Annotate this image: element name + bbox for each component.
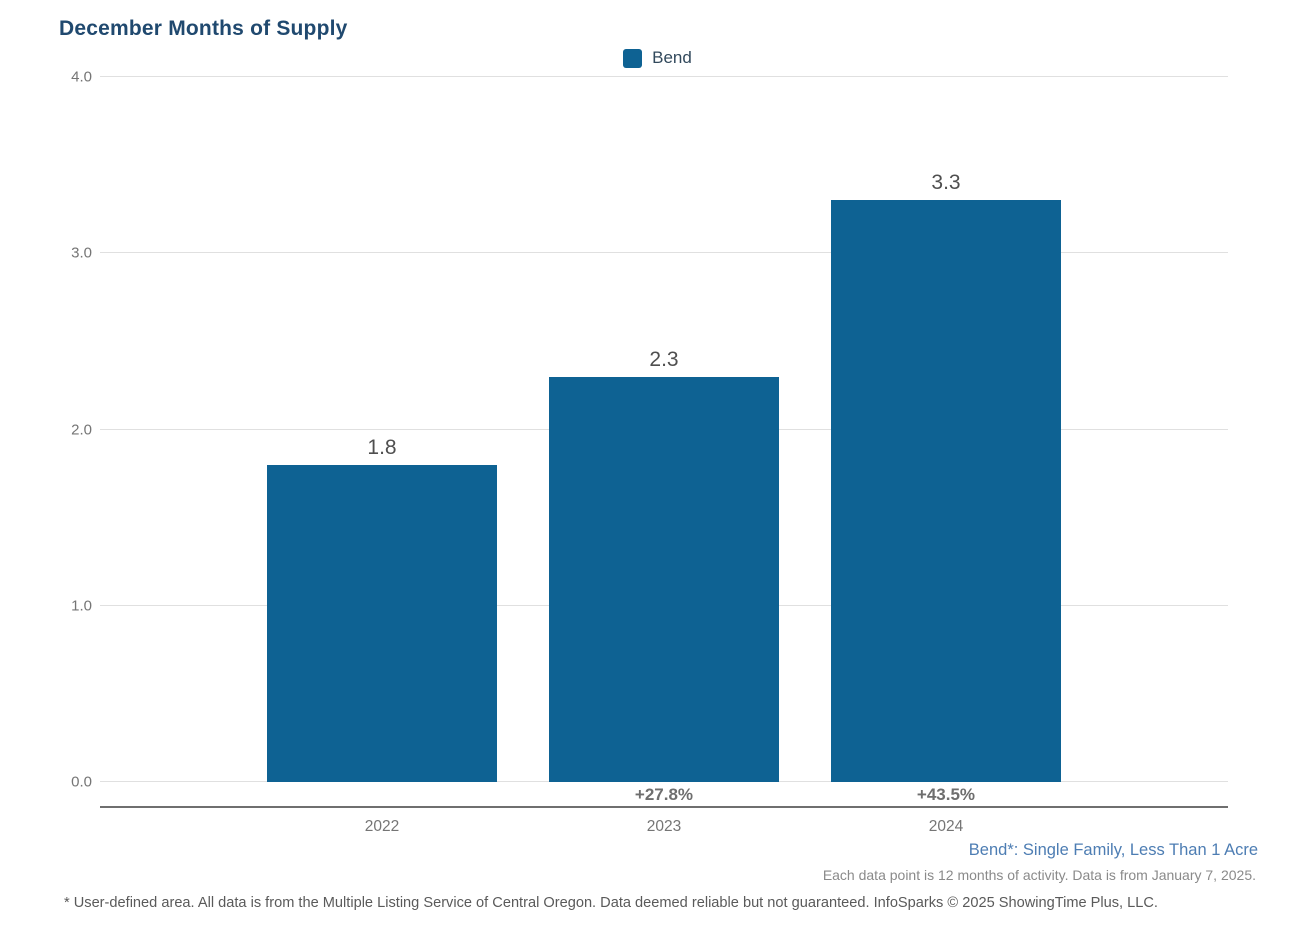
legend-swatch-icon xyxy=(623,48,643,68)
footnote-series-definition: Bend*: Single Family, Less Than 1 Acre xyxy=(968,841,1258,859)
y-axis-tick-label: 0.0 xyxy=(71,773,92,791)
y-axis-tick-label: 2.0 xyxy=(71,421,92,438)
bar-value-label: 1.8 xyxy=(367,435,397,459)
bar-2023[interactable]: 2.3 xyxy=(549,348,779,782)
legend-label: Bend xyxy=(652,48,692,67)
x-axis-tick-label: 2022 xyxy=(364,818,400,835)
chart-title: December Months of Supply xyxy=(59,17,348,40)
legend: Bend xyxy=(0,48,1315,68)
footnote-disclaimer: * User-defined area. All data is from th… xyxy=(64,895,1158,911)
x-axis-tick-label: 2024 xyxy=(928,818,964,835)
bar-value-label: 2.3 xyxy=(649,347,679,371)
pct-change-label: +43.5% xyxy=(916,785,976,804)
y-axis-tick-label: 1.0 xyxy=(71,597,92,615)
footnote-data-note: Each data point is 12 months of activity… xyxy=(822,867,1256,883)
bar-2024[interactable]: 3.3 xyxy=(831,171,1061,782)
gridline xyxy=(100,76,1228,77)
y-axis-tick-label: 4.0 xyxy=(71,68,92,86)
plot-area: 1.8 2.3 3.3 xyxy=(100,76,1228,782)
x-axis-line xyxy=(100,806,1228,808)
bar-2022[interactable]: 1.8 xyxy=(267,436,497,782)
gridline xyxy=(100,252,1228,254)
bar-value-label: 3.3 xyxy=(931,171,961,195)
x-axis-tick-label: 2023 xyxy=(646,818,682,835)
y-axis-tick-label: 3.0 xyxy=(71,244,92,262)
y-axis-labels: 0.0 1.0 2.0 3.0 4.0 xyxy=(40,69,92,791)
pct-change-label: +27.8% xyxy=(634,785,694,804)
